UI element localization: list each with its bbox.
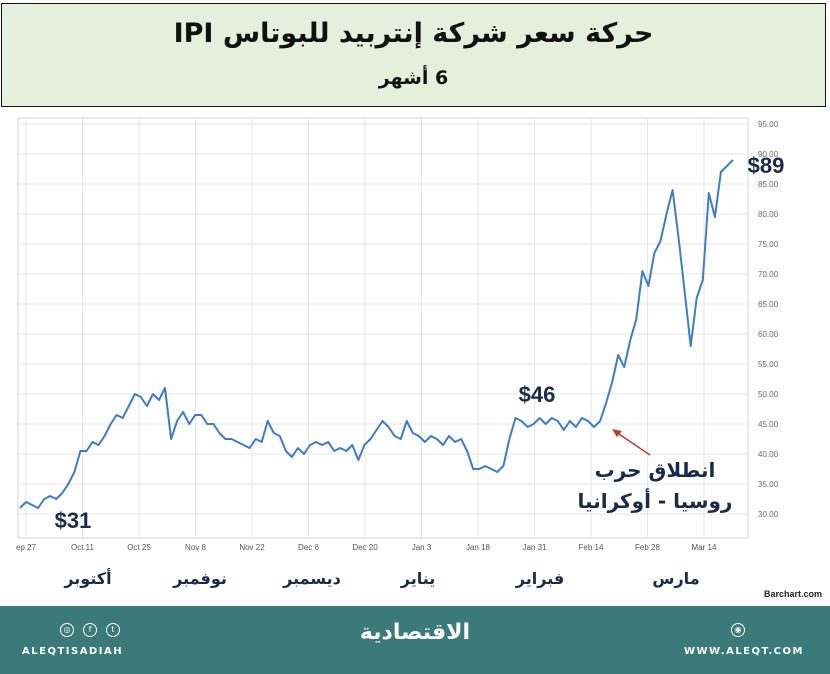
x-tick-label: Jan 3 [412,543,432,552]
chart-title: حركة سعر شركة إنتربيد للبوتاس IPI [173,18,654,49]
x-axis-ticks: ep 27 Oct 11 Oct 25 Nov 8 Nov 22 Dec 6 Dec 20 J… [16,543,717,552]
y-tick-label: 40.00 [758,450,779,459]
event-arrow [615,431,651,456]
horizontal-gridlines [18,123,748,515]
price-line [19,159,734,509]
y-tick-label: 60.00 [758,330,779,339]
x-tick-label: Mar 14 [692,543,717,552]
feb-price-label: $46 [519,382,556,407]
x-tick-label: Jan 31 [522,543,547,552]
chart-subtitle: 6 أشهر [378,67,449,89]
y-tick-label: 35.00 [758,480,779,489]
y-tick-label: 90.00 [758,150,779,159]
y-tick-label: 95.00 [758,120,779,129]
publisher-logo: الاقتصادية [359,620,471,645]
twitter-icon[interactable]: t [106,623,120,637]
y-tick-label: 75.00 [758,240,779,249]
month-label: مارس [652,569,699,588]
start-price-label: $31 [55,508,92,533]
month-label: ديسمبر [282,569,341,588]
month-labels: أكتوبر نوفمبر ديسمبر يناير فبراير مارس [63,568,699,588]
y-tick-label: 45.00 [758,420,779,429]
y-tick-label: 65.00 [758,300,779,309]
header-box: حركة سعر شركة إنتربيد للبوتاس IPI 6 أشهر [1,3,826,107]
month-label: أكتوبر [63,568,111,588]
month-label: يناير [400,569,436,588]
x-tick-label: Feb 14 [579,543,604,552]
source-label: Barchart.com [764,589,822,599]
y-tick-label: 50.00 [758,390,779,399]
y-tick-label: 70.00 [758,270,779,279]
footer-bar: ◎ f t ALEQTISADIAH الاقتصادية ◉ WWW.ALEQ… [0,606,830,674]
website-link[interactable]: WWW.ALEQT.COM [684,646,804,657]
event-label-line2: روسيا - أوكرانيا [578,487,733,513]
x-tick-label: Nov 22 [239,543,265,552]
y-tick-label: 30.00 [758,510,779,519]
x-tick-label: Oct 11 [71,543,95,552]
end-price-label: $89 [748,153,785,178]
y-tick-label: 80.00 [758,210,779,219]
y-tick-label: 55.00 [758,360,779,369]
x-tick-label: Nov 8 [185,543,206,552]
instagram-icon[interactable]: ◎ [60,623,74,637]
plot-frame [17,117,749,539]
x-tick-label: Dec 6 [298,543,319,552]
month-label: نوفمبر [172,569,227,588]
y-tick-label: 85.00 [758,180,779,189]
month-label: فبراير [515,569,564,588]
social-handle[interactable]: ALEQTISADIAH [22,646,124,657]
facebook-icon[interactable]: f [83,623,97,637]
x-tick-label: ep 27 [16,543,37,552]
x-tick-label: Dec 20 [352,543,378,552]
x-tick-label: Jan 18 [466,543,491,552]
event-arrow-head [612,429,622,437]
x-tick-label: Oct 25 [127,543,151,552]
price-chart: 95.00 90.00 85.00 80.00 75.00 70.00 65.00 60.00… [16,117,822,599]
event-label-line1: انطلاق حرب [595,458,716,482]
x-tick-label: Feb 28 [635,543,660,552]
y-axis-ticks: 95.00 90.00 85.00 80.00 75.00 70.00 65.00 60.00… [758,120,779,519]
globe-icon[interactable]: ◉ [731,623,745,637]
